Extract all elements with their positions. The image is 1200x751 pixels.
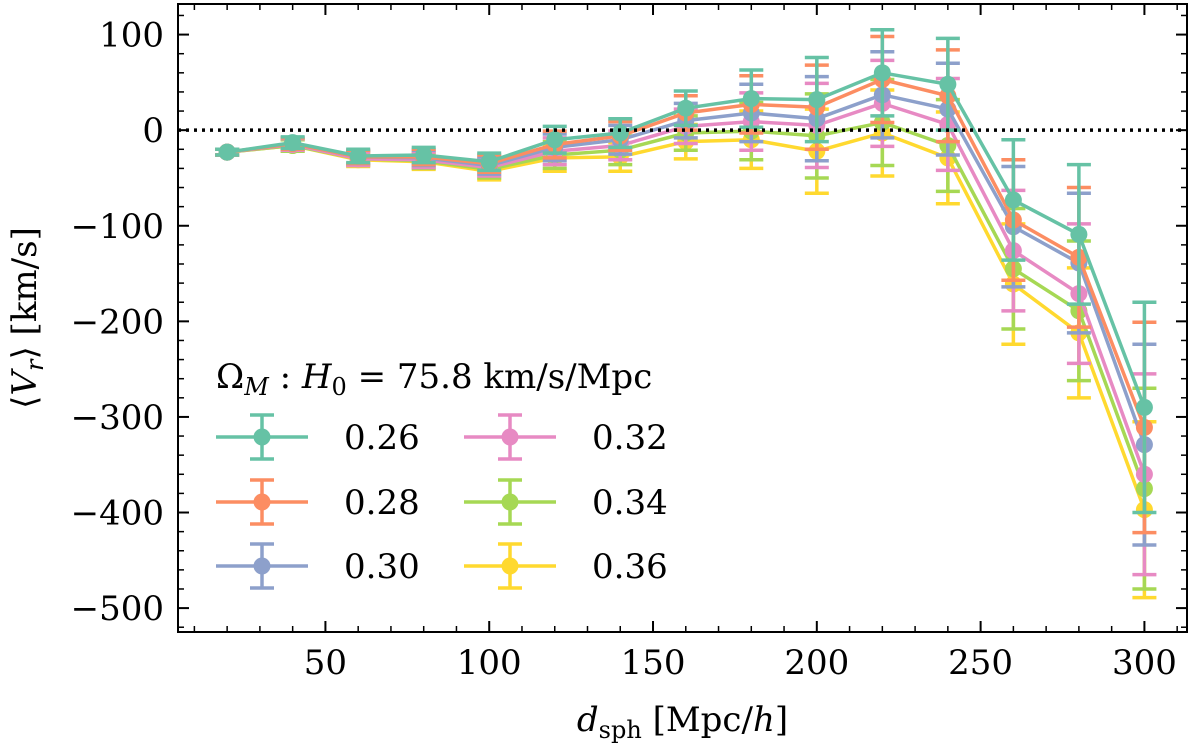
series-0.26 [215, 28, 1157, 515]
data-point [742, 90, 760, 108]
y-axis-label: ⟨Vr⟩ [km/s] [5, 227, 49, 409]
data-point [349, 147, 367, 165]
y-tick-label: −500 [71, 589, 164, 629]
data-point [546, 131, 564, 149]
data-point [218, 143, 236, 161]
legend-marker [501, 493, 519, 511]
y-tick-label: −400 [71, 494, 164, 534]
x-tick-label: 100 [457, 643, 522, 683]
x-tick-label: 250 [948, 643, 1013, 683]
legend-item-0.28: 0.28 [216, 478, 420, 526]
x-tick-label: 150 [621, 643, 686, 683]
legend-item-0.36: 0.36 [464, 542, 668, 590]
legend-item-0.32: 0.32 [464, 413, 668, 461]
x-tick-label: 200 [784, 643, 849, 683]
legend-label: 0.26 [344, 418, 420, 458]
y-tick-label: 0 [142, 111, 164, 151]
legend-marker [253, 493, 271, 511]
series-layer [215, 28, 1157, 600]
plot-frame [177, 3, 1188, 633]
y-tick-label: −300 [71, 398, 164, 438]
data-point [611, 124, 629, 142]
legend-marker [253, 428, 271, 446]
y-tick-label: −200 [71, 302, 164, 342]
legend-item-0.26: 0.26 [216, 413, 420, 461]
data-point [1004, 191, 1022, 209]
x-axis-label: dsph [Mpc/h] [577, 700, 788, 744]
legend-label: 0.34 [592, 483, 668, 523]
data-point [873, 64, 891, 82]
legend-item-0.30: 0.30 [216, 542, 420, 590]
data-point [939, 75, 957, 93]
legend: 0.26 0.28 0.30 0.32 0.34 0.36 [216, 413, 668, 590]
data-point [1070, 225, 1088, 243]
data-point [677, 99, 695, 117]
legend-item-0.34: 0.34 [464, 478, 668, 526]
axis-ticks [178, 4, 1187, 632]
legend-marker [501, 557, 519, 575]
legend-label: 0.36 [592, 547, 668, 587]
data-point [1135, 398, 1153, 416]
data-point [415, 146, 433, 164]
y-tick-label: 100 [99, 16, 164, 56]
legend-label: 0.32 [592, 418, 668, 458]
legend-title: ΩM : H0 = 75.8 km/s/Mpc [216, 357, 652, 401]
data-point [808, 91, 826, 109]
data-point [284, 134, 302, 152]
x-tick-label: 300 [1112, 643, 1177, 683]
legend-marker [253, 557, 271, 575]
y-tick-label: −100 [71, 207, 164, 247]
legend-label: 0.28 [344, 483, 420, 523]
legend-label: 0.30 [344, 547, 420, 587]
x-tick-label: 50 [304, 643, 347, 683]
tick-labels: 50 100 150 200 250 300 100 0 −100 −200 −300 −400 −50… [71, 16, 1177, 683]
legend-marker [501, 428, 519, 446]
data-point [480, 153, 498, 171]
